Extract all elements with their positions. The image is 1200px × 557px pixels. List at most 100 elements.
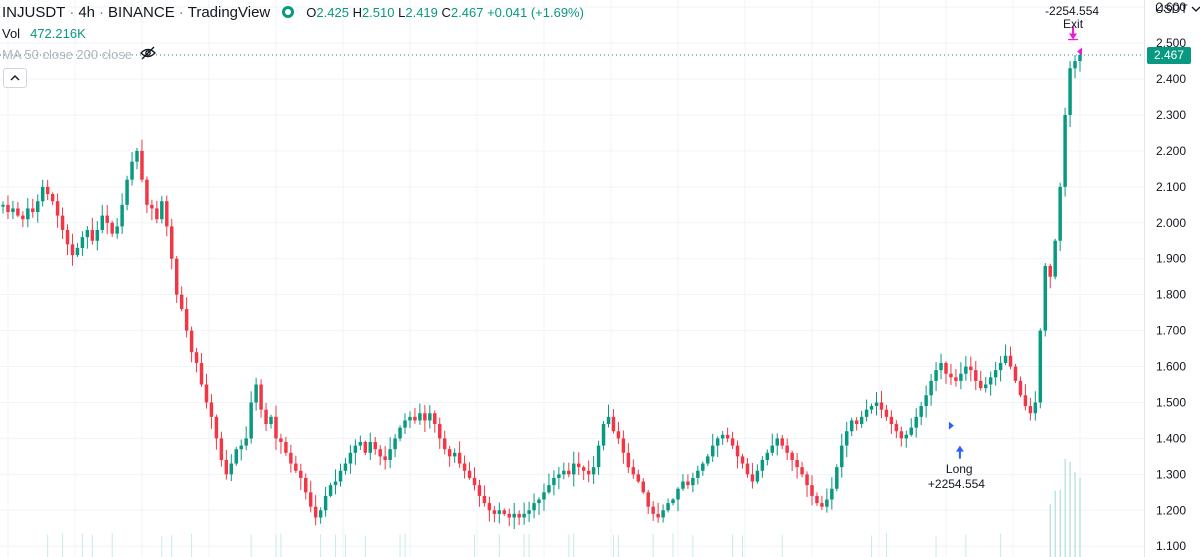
y-tick-label: 1.800 — [1156, 288, 1186, 302]
candle-body — [393, 438, 397, 450]
candle-body — [621, 438, 626, 453]
candle-body — [6, 204, 10, 213]
open-value: 2.425 — [316, 4, 349, 20]
candle-body — [959, 373, 963, 381]
candle-body — [194, 352, 199, 363]
candle-body — [835, 467, 839, 489]
candle-body — [681, 481, 685, 489]
volume-bar — [885, 533, 887, 557]
candle-body — [760, 459, 765, 471]
candle-body — [234, 449, 239, 464]
candle-body — [775, 438, 779, 446]
candle-body — [428, 413, 432, 421]
y-tick-label: 2.000 — [1156, 216, 1186, 230]
candle-body — [537, 499, 541, 504]
candle-body — [45, 186, 50, 195]
volume-bar — [568, 534, 570, 557]
separator-dot: · — [178, 3, 184, 21]
candle-body — [909, 427, 913, 435]
candle-body — [219, 438, 224, 460]
ma-indicator-legend[interactable]: MA 50 close 200 close — [2, 45, 156, 63]
candle-body — [864, 409, 869, 417]
candle-body — [844, 431, 849, 446]
candle-body — [701, 463, 705, 471]
volume-bar — [612, 534, 614, 557]
candle-body — [601, 424, 606, 446]
candle-body — [50, 194, 55, 202]
candle-body — [676, 488, 680, 500]
volume-bar — [280, 533, 282, 557]
candle-body — [815, 495, 819, 504]
candle-body — [338, 470, 343, 482]
volume-bar — [91, 534, 93, 557]
candle-body — [497, 510, 502, 514]
candle-body — [1063, 114, 1067, 187]
candle-body — [323, 495, 328, 511]
volume-bar — [111, 533, 113, 557]
volume-bar — [1054, 490, 1056, 557]
volume-bar — [335, 534, 337, 557]
candle-body — [1008, 355, 1013, 367]
volume-bar — [1064, 458, 1066, 557]
candle-body — [353, 445, 358, 453]
volume-bar — [1069, 462, 1071, 557]
candle-body — [60, 215, 65, 230]
chart-legend-header: INJUSDT · 4h · BINANCE · TradingView O2.… — [0, 0, 584, 24]
candle-body — [805, 474, 809, 486]
exit-flag-icon — [1077, 47, 1083, 56]
candle-body — [269, 416, 273, 425]
candle-body — [487, 503, 492, 511]
candle-body — [413, 416, 417, 421]
candle-body — [378, 449, 382, 457]
collapse-legend-button[interactable] — [3, 68, 27, 88]
candle-body — [859, 416, 864, 425]
candle-body — [840, 445, 844, 468]
symbol-name[interactable]: INJUSDT — [2, 3, 66, 21]
candle-body — [745, 463, 750, 475]
candle-body — [964, 366, 968, 374]
volume-bar — [81, 533, 83, 557]
candle-body — [259, 384, 263, 410]
candle-body — [1058, 186, 1062, 241]
candle-body — [264, 409, 268, 425]
y-tick-label: 2.300 — [1156, 108, 1186, 122]
volume-bar — [404, 533, 406, 557]
volume-bar — [250, 534, 252, 557]
candle-body — [626, 452, 631, 468]
close-label: C — [441, 4, 451, 20]
volume-bar — [742, 535, 744, 557]
volume-value: 472.216K — [30, 25, 86, 41]
candle-body — [1013, 366, 1018, 381]
candle-body — [189, 330, 194, 353]
candle-body — [284, 442, 288, 453]
candle-body — [36, 201, 40, 213]
ohlc-values: O2.425 H2.510 L2.419 C2.467 +0.041 (+1.6… — [306, 5, 584, 20]
eye-off-icon[interactable] — [140, 46, 156, 63]
y-tick-label: 1.100 — [1156, 539, 1186, 553]
candle-body — [854, 420, 859, 425]
candle-body — [547, 485, 551, 493]
candle-body — [31, 208, 35, 213]
candle-body — [651, 506, 655, 514]
y-tick-label: 2.200 — [1156, 144, 1186, 158]
interval-label[interactable]: 4h — [78, 3, 96, 21]
candle-body — [438, 424, 442, 439]
candle-body — [790, 452, 794, 460]
candle-body — [631, 467, 636, 475]
volume-bar — [47, 534, 49, 557]
exit-label: Exit — [1063, 17, 1084, 31]
currency-unit-selector[interactable]: USDT — [1155, 0, 1200, 18]
candle-body — [274, 416, 278, 439]
candle-body — [1018, 380, 1023, 396]
candle-body — [155, 208, 159, 220]
volume-legend[interactable]: Vol 472.216K — [2, 24, 86, 42]
volume-bar — [1049, 504, 1051, 557]
candle-body — [706, 456, 710, 464]
exchange-label: BINANCE — [108, 3, 175, 21]
volume-bar — [652, 533, 654, 557]
candle-body — [467, 470, 472, 478]
candle-body — [979, 380, 983, 389]
candle-body — [1053, 240, 1057, 277]
candle-body — [522, 513, 526, 518]
